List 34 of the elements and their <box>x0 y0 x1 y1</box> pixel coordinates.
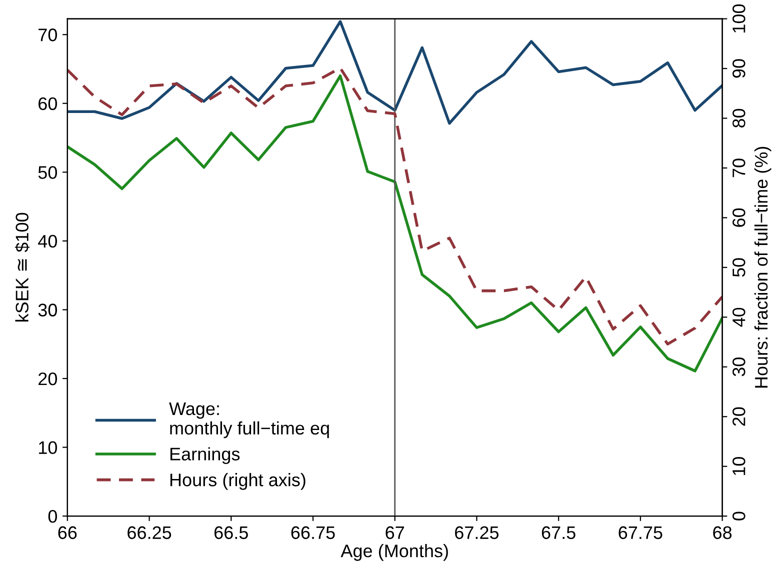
y2-tick-label: 100 <box>732 4 746 32</box>
y2-axis-title: Hours: fraction of full−time (%) <box>754 146 772 388</box>
y2-tick-label: 70 <box>732 158 746 178</box>
y2-tick-label: 20 <box>732 407 746 426</box>
legend-label: Earnings <box>170 447 240 464</box>
x-tick-label: 67 <box>386 526 404 540</box>
y2-tick-label: 10 <box>732 457 746 476</box>
y-tick-label: 0 <box>48 510 57 523</box>
legend-label: Wage: monthly full−time eq <box>169 402 329 438</box>
y2-tick-label: 90 <box>732 59 746 78</box>
y-tick-label: 50 <box>38 166 57 179</box>
x-tick-label: 66.5 <box>214 526 248 540</box>
legend-label: Hours (right axis) <box>170 473 306 490</box>
y2-tick-label: 50 <box>732 258 746 277</box>
y2-tick-label: 0 <box>732 512 746 520</box>
x-tick-label: 67.25 <box>455 526 499 540</box>
y-tick-label: 30 <box>38 304 57 316</box>
y-tick-label: 10 <box>39 441 57 454</box>
x-tick-label: 67.5 <box>542 526 576 540</box>
y-tick-label: 40 <box>38 234 57 248</box>
x-tick-label: 67.75 <box>618 526 662 540</box>
y2-tick-label: 30 <box>732 358 746 376</box>
y-axis-title: kSEK ≅ $100 <box>14 212 30 322</box>
y2-tick-label: 60 <box>732 208 746 227</box>
x-axis-title: Age (Months) <box>340 544 448 561</box>
y-tick-label: 20 <box>38 372 57 386</box>
x-tick-label: 66.25 <box>128 526 172 540</box>
y-tick-label: 70 <box>38 28 57 42</box>
y-tick-label: 60 <box>38 97 57 110</box>
x-tick-label: 68 <box>713 526 732 540</box>
y2-tick-label: 40 <box>732 308 746 327</box>
x-tick-label: 66.75 <box>291 526 335 540</box>
x-tick-label: 66 <box>58 526 77 540</box>
y2-tick-label: 80 <box>732 108 746 128</box>
